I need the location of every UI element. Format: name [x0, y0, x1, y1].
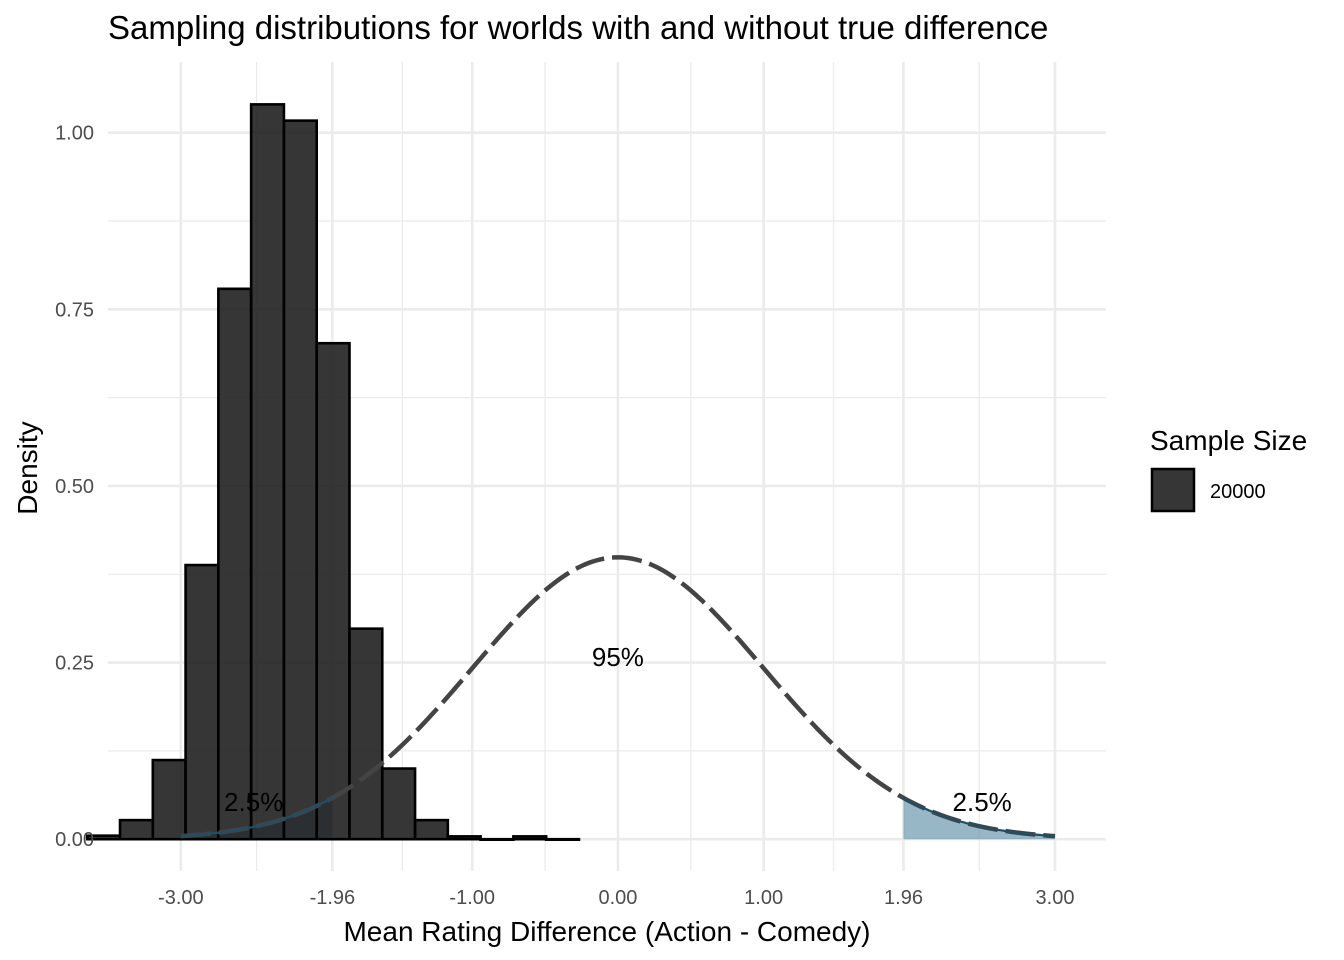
annotation-label: 2.5% — [953, 787, 1012, 817]
y-axis-label: Density — [12, 421, 43, 514]
x-tick-label: -1.96 — [310, 887, 356, 909]
histogram-bar — [217, 287, 253, 841]
y-tick-label: 1.00 — [55, 123, 94, 145]
histogram-bar — [446, 835, 482, 841]
histogram-bar — [413, 818, 450, 841]
x-axis-label: Mean Rating Difference (Action - Comedy) — [343, 916, 870, 947]
histogram-bar — [184, 563, 220, 841]
x-tick-label: 1.00 — [744, 887, 783, 909]
null-distribution-curve — [180, 555, 1056, 839]
histogram-bar — [479, 837, 515, 842]
x-axis-ticks: -3.00 -1.96 -1.00 0.00 1.00 1.96 3.00 — [158, 887, 1074, 909]
histogram-bar — [315, 341, 351, 841]
x-tick-label: 1.96 — [884, 887, 923, 909]
annotations: 2.5% 95% 2.5% — [224, 642, 1012, 817]
annotation-label: 95% — [592, 642, 644, 672]
right-tail-area — [903, 797, 1056, 840]
histogram-bar — [348, 627, 384, 841]
right-tail-edge — [902, 796, 1056, 838]
legend-title: Sample Size — [1150, 425, 1307, 456]
histogram-bar — [380, 767, 417, 841]
left-tail-edge — [180, 796, 333, 838]
x-tick-label: 0.00 — [598, 887, 637, 909]
y-tick-label: 0.50 — [55, 476, 94, 498]
x-tick-label: 3.00 — [1036, 887, 1075, 909]
major-gridlines — [108, 62, 1106, 871]
histogram-bar — [544, 837, 581, 842]
histogram-bar — [249, 103, 286, 841]
legend-key-20000 — [1150, 467, 1196, 513]
x-tick-label: -3.00 — [158, 887, 204, 909]
histogram-bar — [151, 758, 187, 841]
legend: Sample Size 20000 — [1150, 425, 1307, 513]
chart-title: Sampling distributions for worlds with a… — [108, 9, 1048, 46]
y-axis-ticks: 0.00 0.25 0.50 0.75 1.00 — [55, 123, 94, 852]
histogram-bar — [512, 835, 548, 841]
y-tick-label: 0.25 — [55, 653, 94, 675]
histogram-bar — [118, 818, 155, 841]
legend-item-label: 20000 — [1210, 481, 1266, 503]
y-tick-label: 0.00 — [55, 829, 94, 851]
x-tick-label: -1.00 — [449, 887, 495, 909]
histogram-bar — [282, 119, 319, 841]
y-tick-label: 0.75 — [55, 299, 94, 321]
histogram-bars — [85, 103, 581, 842]
annotation-label: 2.5% — [224, 787, 283, 817]
